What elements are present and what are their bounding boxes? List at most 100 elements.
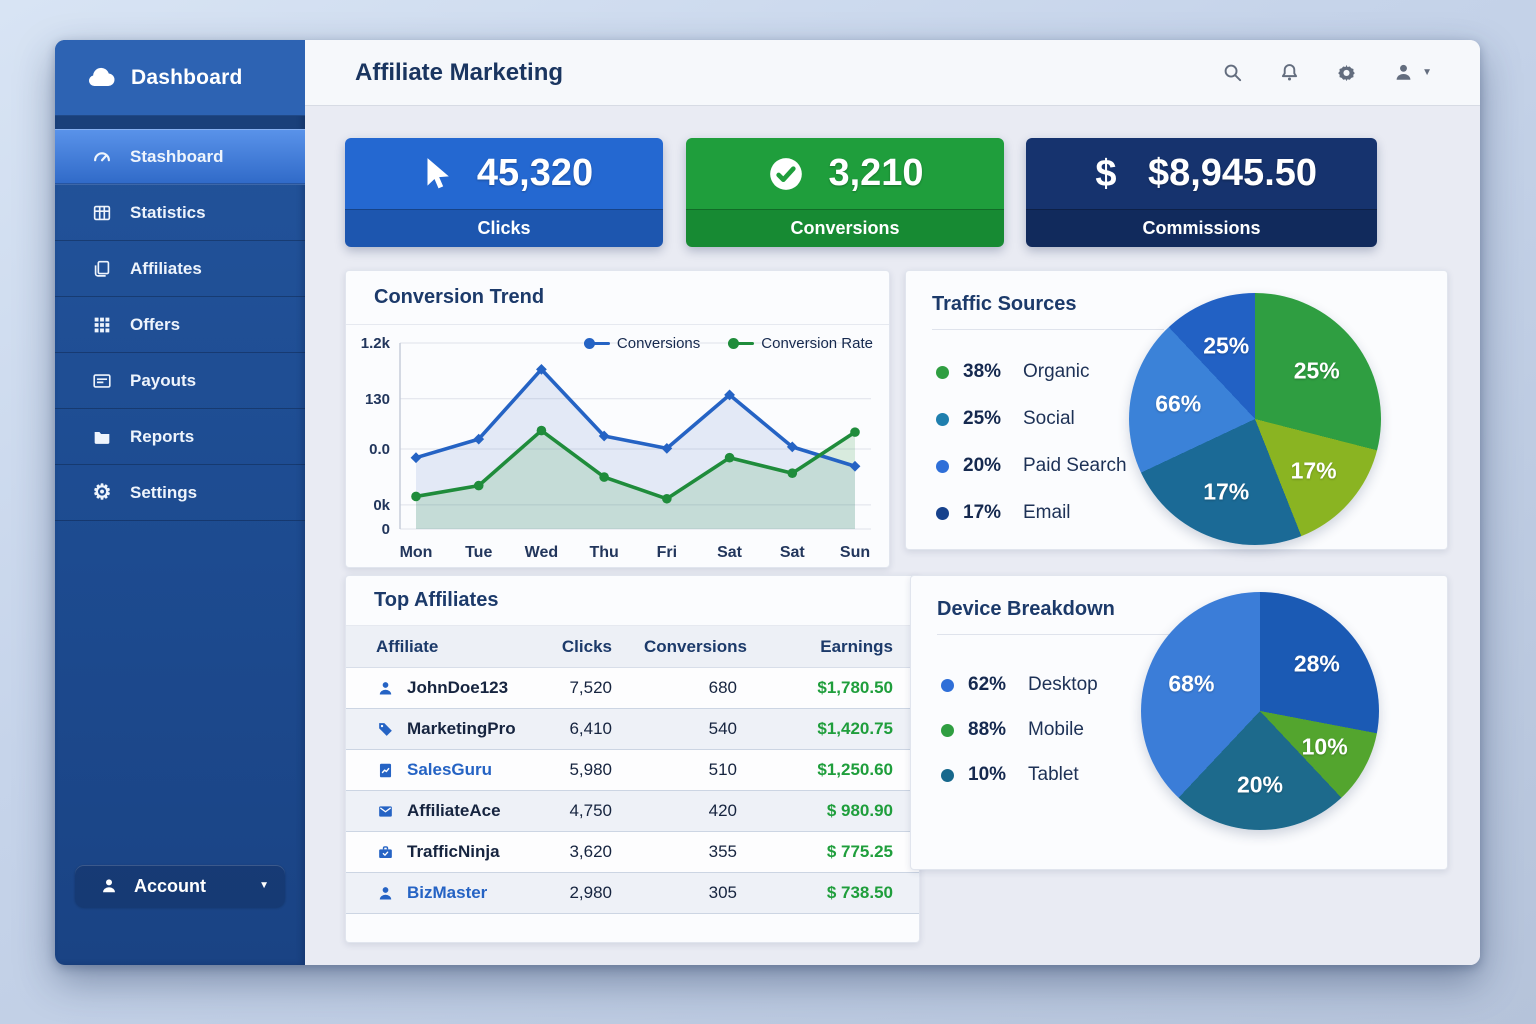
pie-slice-label: 20% [1236,771,1284,798]
legend-dot [941,723,954,737]
svg-text:130: 130 [365,391,390,408]
clicks-value: 3,620 [569,842,612,861]
panel-header: Traffic Sources [906,271,1447,316]
user-menu[interactable]: ▼ [1392,61,1432,84]
earnings-value: $ 980.90 [826,801,893,820]
bell-icon[interactable] [1278,61,1301,84]
sidebar-item-label: Reports [130,426,195,446]
clicks-value: 4,750 [569,801,612,820]
sidebar-item-payouts[interactable]: Payouts [55,353,305,409]
pie-slice-label: 10% [1301,733,1348,760]
table-icon [91,202,113,224]
sidebar-item-stashboard[interactable]: Stashboard [55,129,305,185]
legend-item-conversion-rate: Conversion Rate [728,335,873,352]
sidebar-nav: Stashboard Statistics Affiliates Offers Payo… [55,129,305,521]
sidebar-item-statistics[interactable]: Statistics [55,185,305,241]
affiliate-name-label: BizMaster [407,883,488,902]
svg-text:Sat: Sat [780,544,806,561]
table-row: TrafficNinja 3,620 355 $ 775.25 [346,832,919,873]
legend-label: Paid Search [1023,455,1127,476]
caret-down-icon: ▼ [259,880,269,891]
card-icon [91,370,113,392]
legend-marker [583,338,610,350]
legend-label: Email [1023,502,1071,523]
legend-percent: 17% [963,502,1002,523]
pie-slice-label: 17% [1290,457,1337,484]
app-window: Dashboard Stashboard Statistics Affiliates… [55,40,1480,965]
account-button[interactable]: Account ▼ [75,865,285,907]
affiliates-table: Affiliate Clicks Conversions Earnings JohnDo… [346,626,919,914]
legend-percent: 10% [968,764,1007,785]
clicks-value: 7,520 [569,678,612,697]
legend-percent: 88% [968,719,1007,740]
gear-icon: ⚙ [92,481,112,504]
legend-dot [941,768,954,782]
search-icon[interactable] [1221,61,1244,84]
stat-card-commissions: $ $8,945.50 Commissions [1026,138,1377,247]
pie-chart: 25% 17% 17% 66% 25% [1129,293,1381,545]
svg-text:Wed: Wed [525,544,558,561]
svg-text:Thu: Thu [589,544,618,561]
app-logo-label: Dashboard [131,65,243,89]
sidebar-divider [55,116,305,129]
clicks-value: 2,980 [569,883,612,902]
affiliate-name-label: MarketingPro [407,719,516,738]
conversions-value: 305 [708,883,737,902]
panel-title: Traffic Sources [932,293,1077,315]
svg-text:Mon: Mon [400,544,433,561]
legend-dot [936,506,949,520]
conversions-value: 355 [708,842,737,861]
panel-header: Conversion Trend [346,271,889,325]
line-chart-plot: 1.2k 130 0.0 0k 0 Mon Tue Wed Thu Fri Sat Sat Sun [346,325,889,570]
cursor-icon [415,154,455,194]
gear-icon[interactable] [1335,61,1358,84]
divider [937,634,1169,635]
clicks-value: 5,980 [569,760,612,779]
panel-title: Device Breakdown [937,598,1115,620]
affiliate-name[interactable]: BizMaster [346,883,534,903]
sidebar-item-reports[interactable]: Reports [55,409,305,465]
top-header: Affiliate Marketing ▼ [305,40,1480,106]
pie-slice-label: 25% [1203,332,1250,359]
stat-value: 45,320 [476,152,594,194]
table-row: MarketingPro 6,410 540 $1,420.75 [346,709,919,750]
sidebar-item-settings[interactable]: ⚙ Settings [55,465,305,521]
column-header: Earnings [820,636,893,656]
pie-slice-label: 66% [1155,390,1202,417]
legend-item-desktop: 62% Desktop [941,674,1098,696]
stat-value: 3,210 [828,152,924,194]
cloud-icon [85,62,117,94]
sidebar-item-affiliates[interactable]: Affiliates [55,241,305,297]
briefcase-icon [376,843,395,862]
sidebar: Dashboard Stashboard Statistics Affiliates… [55,40,305,965]
affiliate-name: AffiliateAce [346,801,534,821]
legend-label: Conversion Rate [761,335,873,352]
legend-label: Organic [1023,361,1090,382]
header-icons: ▼ [1221,61,1432,84]
affiliate-name[interactable]: SalesGuru [346,760,534,780]
stat-card-top: $ $8,945.50 [1026,138,1377,209]
earnings-value: $1,780.50 [817,678,893,697]
person-icon [376,884,395,903]
pie-slice-label: 68% [1168,670,1215,697]
conversions-value: 510 [708,760,737,779]
affiliate-name: TrafficNinja [346,842,534,862]
affiliate-name: MarketingPro [346,719,534,739]
column-header: Affiliate [376,636,439,656]
column-header: Conversions [644,636,747,656]
legend-marker [728,338,755,350]
legend-percent: 62% [968,674,1007,695]
table-header-row: Affiliate Clicks Conversions Earnings [346,626,919,668]
line-chart: 1.2k 130 0.0 0k 0 Mon Tue Wed Thu Fri Sat Sat Sun Co… [346,325,889,569]
panel-header: Top Affiliates [346,576,919,626]
table-row: BizMaster 2,980 305 $ 738.50 [346,873,919,914]
conversions-value: 540 [708,719,737,738]
sidebar-item-offers[interactable]: Offers [55,297,305,353]
pie-chart: 28% 10% 20% 68% [1141,592,1379,830]
svg-text:1.2k: 1.2k [361,335,391,352]
svg-text:0: 0 [382,521,390,538]
clicks-value: 6,410 [569,719,612,738]
pie-slice-label: 25% [1293,357,1340,384]
svg-text:Fri: Fri [657,544,677,561]
